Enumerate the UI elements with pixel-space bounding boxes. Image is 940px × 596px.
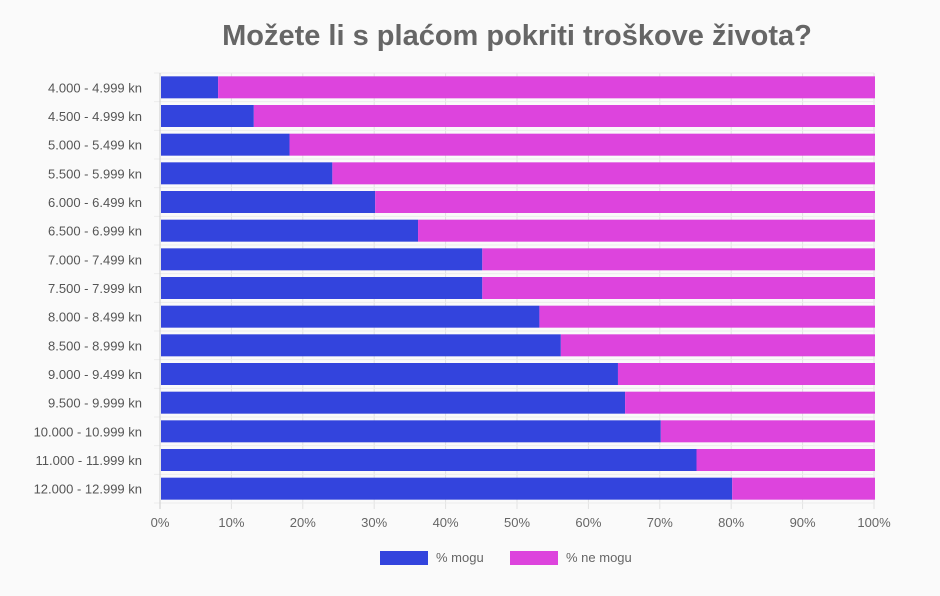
bar-ne-mogu bbox=[539, 305, 875, 328]
y-tick-label: 9.000 - 9.499 kn bbox=[48, 367, 142, 382]
bar-ne-mogu bbox=[696, 449, 875, 471]
y-tick-label: 6.000 - 6.499 kn bbox=[48, 195, 142, 210]
x-tick-label: 80% bbox=[718, 515, 744, 530]
y-tick-label: 11.000 - 11.999 kn bbox=[36, 453, 143, 468]
legend-label: % ne mogu bbox=[566, 550, 632, 565]
bar-ne-mogu bbox=[482, 248, 875, 271]
x-tick-label: 10% bbox=[218, 515, 244, 530]
bar-mogu bbox=[161, 391, 626, 414]
x-tick-label: 100% bbox=[857, 515, 891, 530]
bar-mogu bbox=[161, 133, 290, 156]
x-tick-label: 0% bbox=[151, 515, 170, 530]
legend-item-ne-mogu[interactable]: % ne mogu bbox=[510, 550, 632, 565]
bar-mogu bbox=[161, 420, 661, 443]
bar-ne-mogu bbox=[418, 219, 875, 242]
bar-ne-mogu bbox=[560, 334, 875, 357]
y-tick-label: 7.000 - 7.499 kn bbox=[48, 252, 142, 267]
bar-ne-mogu bbox=[332, 162, 875, 185]
chart-title: Možete li s plaćom pokriti troškove živo… bbox=[222, 20, 812, 52]
bar-mogu bbox=[161, 363, 618, 385]
bar-mogu bbox=[161, 477, 733, 500]
x-tick-label: 50% bbox=[504, 515, 530, 530]
bar-ne-mogu bbox=[660, 420, 875, 443]
y-tick-label: 12.000 - 12.999 kn bbox=[34, 482, 142, 497]
bar-ne-mogu bbox=[625, 391, 875, 414]
x-tick-label: 40% bbox=[433, 515, 459, 530]
bar-ne-mogu bbox=[289, 133, 875, 156]
y-tick-label: 5.000 - 5.499 kn bbox=[48, 138, 142, 153]
x-tick-label: 70% bbox=[647, 515, 673, 530]
legend-label: % mogu bbox=[436, 550, 484, 565]
bar-ne-mogu bbox=[732, 477, 875, 500]
bar-mogu bbox=[161, 162, 333, 185]
y-tick-label: 4.000 - 4.999 kn bbox=[48, 80, 142, 95]
bar-ne-mogu bbox=[482, 277, 875, 299]
bar-ne-mogu bbox=[375, 191, 875, 213]
bar-ne-mogu bbox=[253, 105, 875, 127]
bar-mogu bbox=[161, 334, 561, 357]
y-tick-label: 5.500 - 5.999 kn bbox=[48, 166, 142, 181]
bar-mogu bbox=[161, 219, 419, 242]
y-tick-label: 7.500 - 7.999 kn bbox=[48, 281, 142, 296]
y-tick-label: 10.000 - 10.999 kn bbox=[34, 424, 142, 439]
bar-mogu bbox=[161, 105, 254, 127]
y-tick-label: 9.500 - 9.999 kn bbox=[48, 396, 142, 411]
x-tick-label: 20% bbox=[290, 515, 316, 530]
y-tick-label: 8.500 - 8.999 kn bbox=[48, 338, 142, 353]
bar-mogu bbox=[161, 248, 483, 271]
bar-mogu bbox=[161, 449, 697, 471]
y-tick-label: 8.000 - 8.499 kn bbox=[48, 310, 142, 325]
bar-mogu bbox=[161, 277, 483, 299]
bar-ne-mogu bbox=[218, 76, 875, 99]
legend-item-mogu[interactable]: % mogu bbox=[380, 550, 484, 565]
x-tick-label: 30% bbox=[361, 515, 387, 530]
bar-ne-mogu bbox=[617, 363, 875, 385]
y-tick-label: 6.500 - 6.999 kn bbox=[48, 224, 142, 239]
legend-swatch bbox=[380, 550, 428, 565]
bar-mogu bbox=[161, 76, 219, 99]
x-tick-label: 60% bbox=[575, 515, 601, 530]
bar-mogu bbox=[161, 191, 376, 213]
x-tick-label: 90% bbox=[790, 515, 816, 530]
legend-swatch bbox=[510, 550, 558, 565]
y-tick-label: 4.500 - 4.999 kn bbox=[48, 109, 142, 124]
bar-mogu bbox=[161, 305, 540, 328]
